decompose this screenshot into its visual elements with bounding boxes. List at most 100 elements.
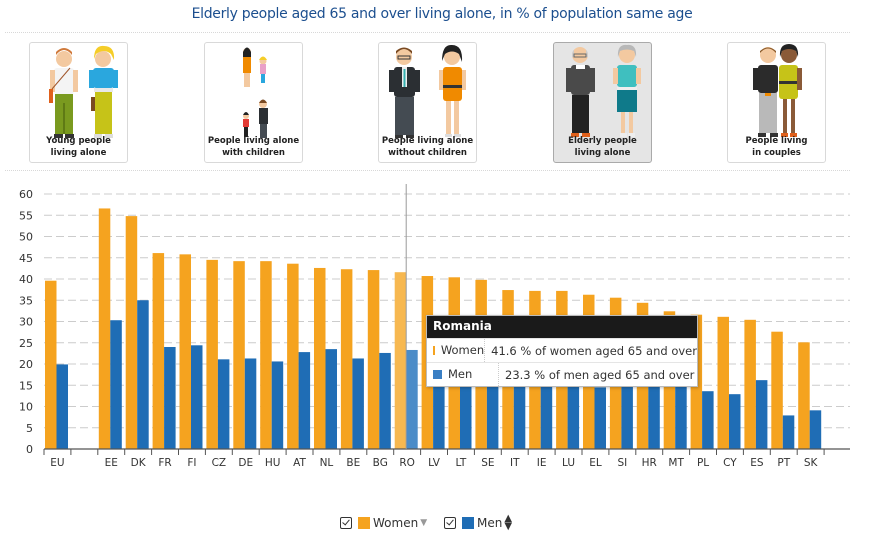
card-label-line2: living alone	[574, 148, 631, 158]
bar-men-eu[interactable]	[56, 364, 69, 449]
bar-women-bg[interactable]	[367, 270, 380, 449]
bar-men-se[interactable]	[486, 368, 499, 449]
card-people-living-alone-with-children[interactable]: People living alone with children	[204, 42, 303, 163]
x-tick-label: EL	[589, 457, 602, 469]
couple-icon	[753, 44, 802, 137]
tooltip-series-name: Men	[448, 363, 499, 386]
card-people-living-in-couples[interactable]: People living in couples	[727, 42, 826, 163]
card-label-line1: Elderly people	[568, 136, 637, 146]
card-people-living-alone-without-children[interactable]: People living alone without children	[378, 42, 477, 163]
bar-men-at[interactable]	[298, 352, 311, 449]
bar-men-hu[interactable]	[271, 361, 284, 449]
men-checkbox[interactable]	[444, 517, 456, 529]
bar-men-lu[interactable]	[567, 376, 580, 449]
y-tick-label: 20	[19, 358, 33, 371]
bar-women-cz[interactable]	[206, 259, 218, 449]
bar-women-de[interactable]	[233, 261, 245, 449]
women-swatch-icon	[358, 517, 370, 529]
bar-men-cz[interactable]	[217, 359, 230, 449]
bar-women-be[interactable]	[340, 269, 353, 449]
y-tick-label: 5	[26, 422, 33, 435]
y-tick-label: 40	[19, 273, 33, 286]
bar-men-dk[interactable]	[137, 300, 149, 449]
x-tick-label: HR	[642, 457, 657, 469]
card-label-line2: in couples	[752, 148, 801, 158]
card-label-line1: People living	[745, 136, 808, 146]
x-tick-label: DK	[131, 457, 147, 469]
x-tick-label: CY	[723, 457, 737, 469]
bar-women-ro[interactable]	[394, 272, 407, 449]
parents-with-children-icon	[243, 47, 268, 138]
bar-men-pt[interactable]	[782, 415, 795, 449]
title-divider	[5, 32, 850, 33]
bar-men-es[interactable]	[755, 380, 768, 449]
y-tick-label: 0	[26, 443, 33, 456]
bar-men-nl[interactable]	[325, 349, 338, 449]
bar-women-dk[interactable]	[125, 216, 138, 449]
bar-women-es[interactable]	[744, 319, 756, 449]
women-checkbox[interactable]	[340, 517, 352, 529]
legend-item-men[interactable]: Men ▲ ▼	[444, 514, 512, 532]
bar-women-ee[interactable]	[98, 208, 111, 449]
bar-women-sk[interactable]	[798, 342, 810, 449]
bar-men-pl[interactable]	[702, 391, 714, 449]
bar-women-nl[interactable]	[314, 267, 326, 449]
x-tick-label: NL	[320, 457, 334, 469]
x-tick-label: CZ	[212, 457, 227, 469]
bar-men-lt[interactable]	[460, 376, 472, 449]
y-tick-label: 35	[19, 294, 33, 307]
tooltip-country: Romania	[427, 316, 697, 338]
tooltip-row-women: Women 41.6 % of women aged 65 and over	[427, 338, 697, 362]
x-tick-label: EE	[105, 457, 118, 469]
y-tick-label: 15	[19, 379, 33, 392]
legend-item-women[interactable]: Women ▼	[340, 514, 427, 532]
x-tick-label: DE	[238, 457, 253, 469]
tooltip: Romania Women 41.6 % of women aged 65 an…	[426, 315, 698, 387]
y-tick-label: 45	[19, 252, 33, 265]
x-tick-label: RO	[399, 457, 415, 469]
young-people-icon	[49, 45, 118, 138]
bar-women-pt[interactable]	[771, 331, 783, 449]
tooltip-series-name: Women	[441, 339, 486, 362]
bar-men-fr[interactable]	[164, 347, 176, 449]
legend-label-women: Women	[373, 516, 419, 530]
bar-women-fr[interactable]	[152, 253, 165, 449]
men-swatch-icon	[462, 517, 474, 529]
y-tick-label: 60	[19, 188, 33, 201]
bar-men-be[interactable]	[352, 358, 364, 449]
x-tick-label: ES	[750, 457, 764, 469]
bar-men-ee[interactable]	[110, 320, 122, 449]
x-tick-label: HU	[265, 457, 281, 469]
card-young-people-living-alone[interactable]: Young people living alone	[29, 42, 128, 163]
x-tick-label: IT	[510, 457, 520, 469]
bar-men-sk[interactable]	[809, 410, 822, 449]
bar-men-cy[interactable]	[729, 394, 741, 449]
bar-women-hu[interactable]	[260, 261, 272, 449]
sort-descending-icon[interactable]: ▼	[420, 518, 428, 528]
card-label-line1: People living alone	[207, 136, 300, 146]
bar-women-cy[interactable]	[717, 316, 730, 449]
bar-men-el[interactable]	[594, 387, 607, 449]
bar-women-eu[interactable]	[45, 280, 57, 449]
bar-women-fi[interactable]	[179, 254, 192, 449]
bar-men-lv[interactable]	[433, 378, 445, 449]
bar-women-at[interactable]	[287, 263, 299, 449]
men-swatch-icon	[433, 370, 442, 379]
legend-label-men: Men	[477, 516, 503, 530]
x-tick-label: FI	[187, 457, 196, 469]
bar-men-fi[interactable]	[191, 345, 203, 449]
bar-men-ro[interactable]	[406, 349, 418, 449]
cards-divider	[5, 170, 850, 171]
bar-men-it[interactable]	[513, 374, 526, 449]
x-tick-label: LT	[456, 457, 467, 469]
sort-both-icon[interactable]: ▲ ▼	[504, 513, 513, 532]
bar-men-hr[interactable]	[648, 378, 660, 449]
bar-men-mt[interactable]	[675, 381, 687, 449]
y-tick-label: 50	[19, 231, 33, 244]
bar-men-bg[interactable]	[379, 352, 391, 449]
x-tick-label: EU	[50, 457, 64, 469]
bar-men-ie[interactable]	[540, 370, 553, 449]
bar-men-si[interactable]	[621, 383, 633, 449]
card-elderly-people-living-alone[interactable]: Elderly people living alone	[553, 42, 652, 163]
bar-men-de[interactable]	[244, 358, 257, 449]
